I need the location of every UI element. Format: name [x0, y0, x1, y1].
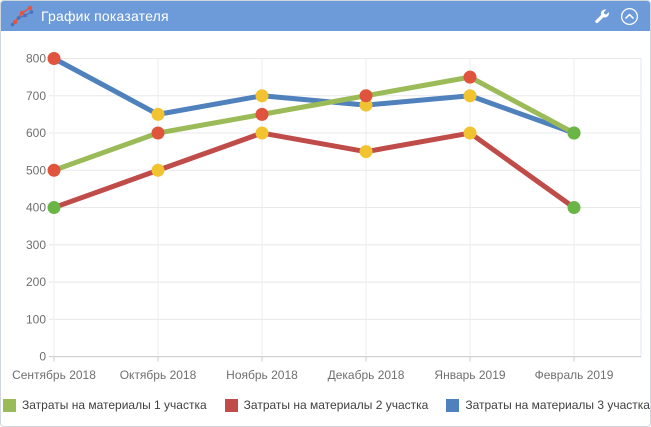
legend-label: Затраты на материалы 3 участка	[465, 398, 650, 412]
data-point-s2-2[interactable]	[255, 126, 269, 140]
legend-item-3[interactable]: Затраты на материалы 3 участка	[446, 398, 650, 412]
chevron-up-circle-icon	[620, 7, 639, 25]
chart-legend: Затраты на материалы 1 участка Затраты на…	[1, 398, 650, 412]
data-point-s2-0[interactable]	[47, 201, 61, 215]
data-point-s2-4[interactable]	[463, 126, 477, 140]
data-point-s1-0[interactable]	[47, 163, 61, 177]
data-point-s3-3[interactable]	[359, 98, 373, 112]
legend-swatch	[446, 398, 460, 412]
y-axis-label: 400	[26, 201, 46, 215]
series-line-1	[51, 74, 577, 173]
line-chart: 0 100 200 300 400 500 600 700 800 Сентябрь 2018 Ок…	[12, 52, 642, 382]
y-axis-label: 200	[26, 275, 46, 289]
x-axis-label: Октябрь 2018	[120, 368, 197, 382]
collapse-button[interactable]	[617, 4, 642, 29]
legend-swatch	[3, 398, 17, 412]
legend-label: Затраты на материалы 1 участка	[22, 398, 207, 412]
data-point-s1-1[interactable]	[151, 126, 165, 140]
data-point-s3-0[interactable]	[47, 52, 61, 65]
data-point-s2-1[interactable]	[151, 163, 165, 177]
data-point-s3-2[interactable]	[255, 89, 269, 103]
y-axis-label: 700	[26, 89, 46, 103]
y-axis-label: 100	[26, 312, 46, 326]
legend-item-2[interactable]: Затраты на материалы 2 участка	[224, 398, 429, 412]
data-point-s2-3[interactable]	[359, 145, 373, 159]
legend-swatch	[224, 398, 238, 412]
legend-label: Затраты на материалы 2 участка	[243, 398, 429, 412]
legend-item-1[interactable]: Затраты на материалы 1 участка	[3, 398, 207, 412]
y-axis-label: 0	[39, 350, 46, 364]
widget-title: График показателя	[41, 8, 169, 24]
line-chart-icon-svg	[10, 5, 34, 27]
series-line-2	[51, 130, 577, 211]
data-point-s3-4[interactable]	[463, 89, 477, 103]
settings-wrench-button[interactable]	[590, 5, 613, 28]
series-line-3	[51, 56, 577, 136]
widget-header: График показателя	[1, 1, 650, 31]
x-axis-label: Ноябрь 2018	[226, 368, 298, 382]
data-point-s1-4[interactable]	[463, 70, 477, 84]
data-point-s1-2[interactable]	[255, 107, 269, 121]
chart-area: 0 100 200 300 400 500 600 700 800 Сентябрь 2018 Ок…	[1, 31, 650, 412]
wrench-icon	[595, 8, 609, 23]
y-axis-label: 500	[26, 163, 46, 177]
data-point-s2-5[interactable]	[567, 201, 581, 215]
x-axis-label: Январь 2019	[434, 368, 505, 382]
y-axis-label: 600	[26, 126, 46, 140]
x-axis-label: Декабрь 2018	[328, 368, 405, 382]
data-point-s1-5[interactable]	[567, 126, 581, 140]
data-point-s1-3[interactable]	[359, 89, 373, 103]
y-axis-label: 300	[26, 238, 46, 252]
data-point-s3-1[interactable]	[151, 107, 165, 121]
line-chart-icon	[9, 4, 35, 28]
y-axis-label: 800	[26, 52, 46, 66]
x-axis-label: Сентябрь 2018	[12, 368, 96, 382]
x-axis-label: Февраль 2019	[535, 368, 614, 382]
